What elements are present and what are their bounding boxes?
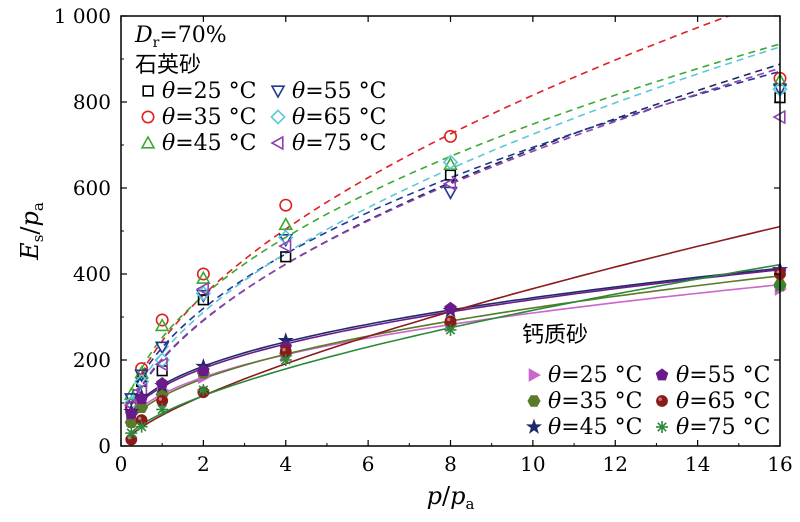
data-point-s9-0	[125, 407, 138, 420]
data-point-s0-4	[280, 251, 292, 263]
legend-marker-11	[656, 421, 668, 433]
data-point-s10-5	[444, 315, 457, 328]
y-axis-title-sep: /	[16, 226, 44, 235]
x-axis-title-sub2: a	[465, 495, 474, 513]
data-point-s0-3	[197, 294, 209, 306]
x-axis-title-main2: p	[450, 482, 465, 510]
legend-label-7: θ=35 °C	[548, 389, 643, 414]
y-axis-title-main2: p	[16, 211, 44, 226]
data-point-s2-3	[196, 270, 211, 284]
y-axis-title: Es/pa	[16, 202, 47, 261]
data-point-s5-4	[278, 238, 292, 254]
legend-label-0: θ=25 °C	[162, 79, 257, 104]
legend-label-6: θ=25 °C	[548, 363, 643, 388]
fit-curve-1	[130, 16, 731, 396]
x-tick-label: 10	[520, 452, 545, 476]
y-axis-title-main: E	[16, 242, 44, 261]
x-axis-title-sep: /	[442, 482, 451, 510]
data-point-s3-1	[134, 369, 149, 383]
legend-label-11: θ=75 °C	[676, 415, 771, 440]
legend-title: 石英砂	[135, 53, 201, 78]
x-tick-label: 0	[115, 452, 128, 476]
axis-ticks: 0 2 4 6 8 10 12 14 16 0 200 400 600 800 1 000	[54, 4, 793, 476]
x-axis-title-main: p	[427, 482, 442, 510]
data-point-s2-4	[278, 216, 294, 231]
fit-curve-4	[130, 46, 780, 402]
y-tick-label: 800	[73, 90, 111, 114]
data-point-s9-1	[135, 392, 148, 405]
y-tick-label: 1 000	[54, 4, 111, 28]
legend-marker-6	[528, 368, 542, 382]
data-point-s11-5	[444, 323, 457, 336]
data-point-s1-3	[196, 267, 210, 281]
data-point-s11-3	[197, 384, 210, 397]
data-point-s11-1	[135, 420, 148, 433]
data-point-s9-2	[155, 377, 169, 390]
x-tick-label: 12	[603, 452, 628, 476]
y-tick-label: 0	[98, 434, 111, 458]
legend-marker-9	[655, 368, 669, 381]
legend-marker-4	[270, 109, 286, 125]
data-point-s5-2	[154, 356, 168, 372]
data-point-s9-5	[444, 301, 457, 314]
legend-calcareous-sand: 钙质砂 θ=25 °Cθ=35 °Cθ=45 °C θ=55 °Cθ=65 °Cθ=…	[522, 323, 771, 440]
legend-marker-10	[656, 395, 668, 407]
data-point-s9-3	[197, 364, 210, 377]
legend-marker-2	[140, 135, 156, 149]
y-tick-label: 600	[73, 176, 111, 200]
data-point-s2-1	[134, 365, 149, 379]
data-point-s1-2	[155, 313, 169, 327]
fit-curve-2	[130, 43, 780, 391]
data-point-s4-5	[442, 154, 459, 170]
fit-curve-10	[130, 225, 780, 436]
data-point-s1-5	[443, 129, 457, 143]
x-tick-label: 6	[362, 452, 375, 476]
y-axis-title-sub: s	[29, 235, 47, 243]
legend-label-9: θ=55 °C	[676, 363, 771, 388]
data-point-s5-3	[195, 281, 209, 297]
legend-marker-3	[270, 85, 286, 99]
x-axis-label: p/pa	[427, 482, 475, 513]
legend-marker-8	[525, 418, 543, 434]
data-point-s11-0	[125, 427, 138, 440]
data-point-s11-2	[156, 403, 169, 416]
x-tick-label: 4	[279, 452, 292, 476]
y-tick-label: 400	[73, 262, 111, 286]
legend-label-8: θ=45 °C	[548, 415, 643, 440]
data-point-s4-4	[278, 229, 294, 246]
data-point-s11-4	[279, 354, 292, 366]
dr-annotation: Dr=70%	[134, 23, 227, 51]
legend-label-5: θ=75 °C	[292, 131, 387, 156]
legend-label-3: θ=55 °C	[292, 79, 387, 104]
legend-marker-5	[270, 135, 284, 151]
x-tick-label: 14	[685, 452, 710, 476]
legend-label-1: θ=35 °C	[162, 105, 257, 130]
legend-label-10: θ=65 °C	[676, 389, 771, 414]
data-point-s10-4	[279, 345, 292, 358]
legend-marker-0	[142, 85, 154, 97]
legend-label-4: θ=65 °C	[292, 105, 387, 130]
data-point-s5-5	[442, 176, 457, 192]
x-axis-title: p/pa	[427, 482, 475, 513]
x-tick-label: 16	[767, 452, 792, 476]
legend-title: 钙质砂	[522, 323, 588, 348]
legend-label-2: θ=45 °C	[162, 131, 257, 156]
fit-curve-9	[130, 268, 780, 413]
x-tick-label: 8	[444, 452, 457, 476]
y-axis-label: Es/pa	[16, 202, 47, 261]
legend-marker-1	[141, 110, 155, 124]
dr-label: Dr=70%	[134, 23, 227, 51]
y-axis-title-sub2: a	[29, 202, 47, 211]
data-point-s1-4	[279, 198, 293, 212]
y-tick-label: 200	[73, 348, 111, 372]
data-point-s3-2	[154, 341, 170, 355]
x-tick-label: 2	[197, 452, 210, 476]
legend-marker-7	[527, 395, 541, 407]
data-point-s2-2	[154, 317, 170, 332]
